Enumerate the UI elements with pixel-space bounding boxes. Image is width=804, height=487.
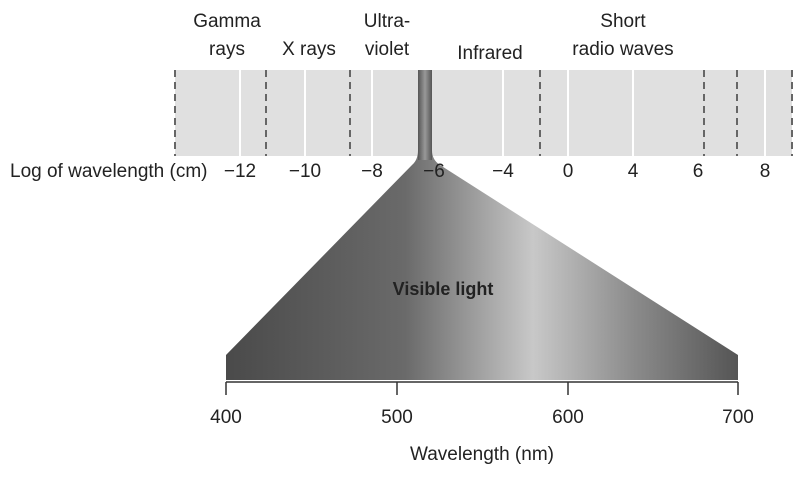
- log-tick: −8: [361, 161, 383, 182]
- log-tick: −10: [289, 161, 321, 182]
- log-tick: 4: [628, 161, 639, 182]
- region-label: radio waves: [572, 39, 673, 60]
- visible-bar: [226, 355, 738, 380]
- region-label: X rays: [282, 39, 336, 60]
- visible-label: Visible light: [393, 279, 494, 299]
- nm-tick: 500: [381, 407, 413, 428]
- nm-ticks: 400 500 600 700: [210, 407, 754, 428]
- region-label: rays: [209, 39, 245, 60]
- log-tick: 6: [693, 161, 704, 182]
- nm-tick: 700: [722, 407, 754, 428]
- region-label: violet: [365, 39, 410, 60]
- nm-axis-label: Wavelength (nm): [410, 444, 554, 465]
- log-axis-label: Log of wavelength (cm): [10, 161, 208, 182]
- spectrum-band: [175, 70, 792, 156]
- region-label: Short: [600, 11, 646, 32]
- log-ticks: −12 −10 −8 −6 −4 0 4 6 8: [224, 161, 770, 182]
- region-label: Gamma: [193, 11, 261, 32]
- log-tick: 8: [760, 161, 771, 182]
- region-boundaries: [174, 70, 793, 156]
- log-tick: −4: [492, 161, 514, 182]
- visible-strip: [418, 70, 432, 160]
- nm-tick: 400: [210, 407, 242, 428]
- band-grid: [239, 70, 766, 156]
- log-tick: −12: [224, 161, 256, 182]
- region-label: Infrared: [457, 43, 522, 64]
- log-tick: 0: [563, 161, 574, 182]
- region-labels: Gamma rays X rays Ultra- violet Infrared…: [193, 11, 673, 64]
- log-tick: −6: [423, 161, 445, 182]
- nm-axis: [225, 381, 739, 395]
- visible-cone: [226, 70, 738, 355]
- region-label: Ultra-: [364, 11, 410, 32]
- nm-tick: 600: [552, 407, 584, 428]
